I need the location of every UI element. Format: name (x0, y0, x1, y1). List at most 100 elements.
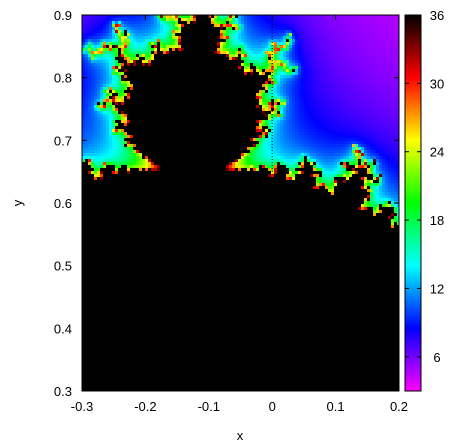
heatmap-cell (226, 105, 230, 109)
heatmap-cell (109, 90, 113, 94)
heatmap-cell (130, 102, 134, 106)
heatmap-cell (382, 141, 386, 145)
heatmap-cell (289, 78, 293, 82)
heatmap-cell (328, 120, 332, 124)
heatmap-cell (241, 141, 245, 145)
heatmap-cell (178, 54, 182, 58)
heatmap-cell (349, 150, 353, 154)
heatmap-cell (325, 33, 329, 37)
heatmap-cell (319, 126, 323, 130)
heatmap-cell (163, 63, 167, 67)
heatmap-cell (151, 75, 155, 79)
heatmap-cell (115, 84, 119, 88)
heatmap-cell (343, 102, 347, 106)
heatmap-cell (271, 144, 275, 148)
heatmap-cell (358, 15, 362, 19)
heatmap-cell (262, 138, 266, 142)
heatmap-cell (334, 39, 338, 43)
heatmap-cell (103, 39, 107, 43)
heatmap-cell (319, 24, 323, 28)
heatmap-cell (175, 129, 179, 133)
heatmap-cell (118, 60, 122, 64)
heatmap-cell (211, 138, 215, 142)
heatmap-cell (340, 96, 344, 100)
heatmap-cell (145, 39, 149, 43)
heatmap-cell (349, 84, 353, 88)
heatmap-cell (133, 147, 137, 151)
heatmap-cell (235, 120, 239, 124)
heatmap-cell (142, 117, 146, 121)
heatmap-cell (190, 90, 194, 94)
heatmap-cell (271, 105, 275, 109)
heatmap-cell (265, 33, 269, 37)
heatmap-cell (292, 45, 296, 49)
heatmap-cell (310, 108, 314, 112)
heatmap-cell (370, 81, 374, 85)
heatmap-cell (316, 27, 320, 31)
heatmap-cell (271, 36, 275, 40)
heatmap-cell (142, 27, 146, 31)
heatmap-cell (370, 135, 374, 139)
heatmap-cell (253, 42, 257, 46)
heatmap-cell (124, 72, 128, 76)
heatmap-cell (316, 102, 320, 106)
heatmap-cell (388, 102, 392, 106)
heatmap-cell (334, 147, 338, 151)
heatmap-cell (169, 18, 173, 22)
heatmap-cell (136, 42, 140, 46)
heatmap-cell (202, 45, 206, 49)
heatmap-cell (310, 36, 314, 40)
heatmap-cell (148, 117, 152, 121)
heatmap-cell (373, 102, 377, 106)
heatmap-cell (388, 24, 392, 28)
heatmap-cell (181, 39, 185, 43)
heatmap-cell (376, 99, 380, 103)
heatmap-cell (334, 129, 338, 133)
heatmap-cell (118, 69, 122, 73)
heatmap-cell (211, 150, 215, 154)
heatmap-cell (325, 132, 329, 136)
heatmap-cell (382, 138, 386, 142)
heatmap-cell (217, 21, 221, 25)
heatmap-cell (130, 27, 134, 31)
heatmap-cell (340, 42, 344, 46)
heatmap-cell (340, 141, 344, 145)
heatmap-cell (217, 102, 221, 106)
heatmap-cell (307, 111, 311, 115)
heatmap-cell (142, 123, 146, 127)
heatmap-cell (106, 75, 110, 79)
heatmap-cell (352, 27, 356, 31)
heatmap-cell (202, 63, 206, 67)
heatmap-cell (208, 138, 212, 142)
heatmap-cell (169, 87, 173, 91)
heatmap-cell (88, 93, 92, 97)
heatmap-cell (100, 15, 104, 19)
heatmap-cell (316, 120, 320, 124)
heatmap-cell (274, 30, 278, 34)
heatmap-cell (268, 48, 272, 52)
heatmap-cell (145, 126, 149, 130)
heatmap-cell (313, 33, 317, 37)
heatmap-cell (292, 60, 296, 64)
heatmap-cell (136, 24, 140, 28)
heatmap-cell (304, 129, 308, 133)
heatmap-cell (343, 21, 347, 25)
heatmap-cell (316, 99, 320, 103)
heatmap-cell (157, 60, 161, 64)
heatmap-cell (148, 141, 152, 145)
heatmap-cell (133, 57, 137, 61)
heatmap-cell (241, 108, 245, 112)
heatmap-cell (280, 18, 284, 22)
heatmap-cell (337, 78, 341, 82)
heatmap-cell (133, 15, 137, 19)
heatmap-cell (397, 135, 399, 139)
heatmap-cell (238, 144, 242, 148)
heatmap-cell (109, 54, 113, 58)
heatmap-cell (295, 57, 299, 61)
heatmap-cell (247, 78, 251, 82)
heatmap-cell (295, 78, 299, 82)
heatmap-cell (103, 132, 107, 136)
heatmap-cell (331, 96, 335, 100)
heatmap-cell (334, 69, 338, 73)
heatmap-cell (364, 105, 368, 109)
